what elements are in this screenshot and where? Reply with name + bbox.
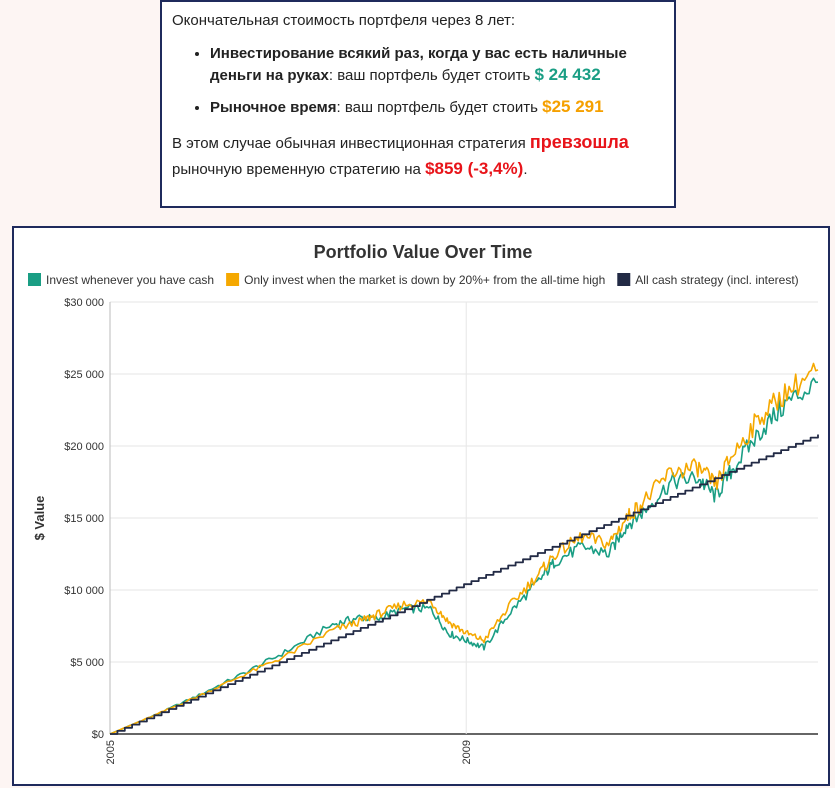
- legend-label: Only invest when the market is down by 2…: [244, 273, 605, 287]
- chart-title: Portfolio Value Over Time: [314, 242, 533, 262]
- summary-item-label: Инвестирование всякий раз, когда у вас е…: [210, 45, 627, 84]
- series-line-2: [110, 434, 819, 735]
- summary-item-text: : ваш портфель будет стоить: [336, 99, 543, 116]
- summary-box: Окончательная стоимость портфеля через 8…: [160, 0, 676, 208]
- y-tick-label: $15 000: [64, 513, 104, 525]
- portfolio-chart: Portfolio Value Over Time Invest whenever…: [28, 242, 819, 764]
- y-axis-label: $ Value: [32, 496, 47, 541]
- summary-item-timing: Рыночное время: ваш портфель будет стоит…: [210, 96, 664, 118]
- chart-card: Portfolio Value Over Time Invest whenever…: [12, 226, 830, 786]
- legend-swatch: [226, 273, 240, 286]
- y-tick-label: $25 000: [64, 369, 104, 381]
- summary-item-regular: Инвестирование всякий раз, когда у вас е…: [210, 43, 664, 86]
- conclusion-diff: $859 (-3,4%): [425, 159, 524, 178]
- conclusion-text-a: В этом случае обычная инвестиционная стр…: [172, 135, 530, 152]
- conclusion-beat: превзошла: [529, 132, 629, 152]
- y-tick-label: $20 000: [64, 441, 104, 453]
- legend-swatch: [28, 273, 41, 286]
- conclusion-end: .: [523, 161, 528, 178]
- conclusion-text-b: рыночную временную стратегию на: [172, 161, 426, 178]
- y-tick-label: $10 000: [64, 585, 104, 597]
- summary-item-label: Рыночное время: [210, 99, 337, 116]
- summary-item-text: : ваш портфель будет стоить: [328, 67, 535, 84]
- summary-item-amount: $25 291: [542, 97, 604, 116]
- legend-label: Invest whenever you have cash: [46, 273, 214, 287]
- summary-item-amount: $ 24 432: [534, 65, 601, 84]
- legend-label: All cash strategy (incl. interest): [635, 273, 798, 287]
- summary-intro: Окончательная стоимость портфеля через 8…: [172, 12, 516, 29]
- y-tick-label: $0: [92, 729, 104, 741]
- summary-list: Инвестирование всякий раз, когда у вас е…: [172, 43, 664, 118]
- legend-swatch: [617, 273, 631, 286]
- x-tick-label: 2009: [461, 740, 473, 764]
- series-line-0: [109, 377, 819, 735]
- summary-conclusion: В этом случае обычная инвестиционная стр…: [172, 130, 664, 182]
- series-line-1: [109, 362, 819, 735]
- x-tick-label: 2005: [105, 740, 117, 764]
- y-tick-label: $5 000: [70, 657, 104, 669]
- y-tick-label: $30 000: [64, 297, 104, 309]
